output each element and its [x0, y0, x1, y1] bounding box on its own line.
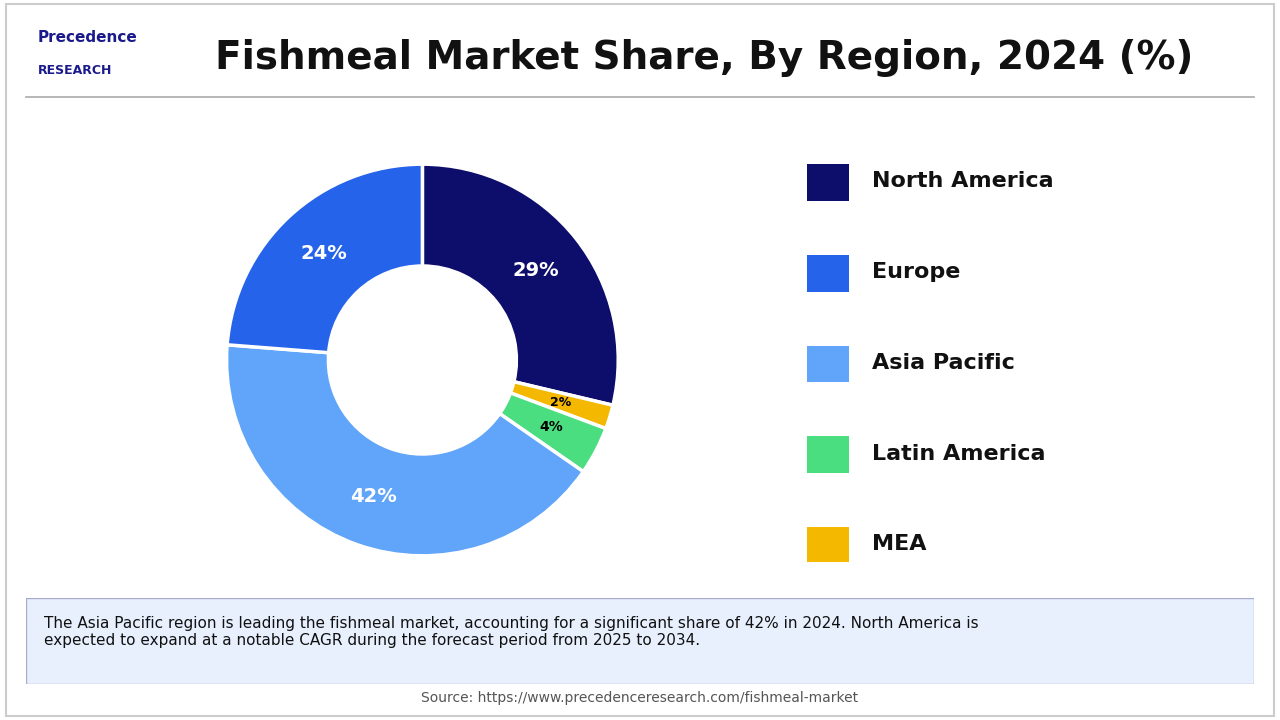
FancyBboxPatch shape [26, 598, 1254, 684]
Text: Source: https://www.precedenceresearch.com/fishmeal-market: Source: https://www.precedenceresearch.c… [421, 691, 859, 706]
FancyBboxPatch shape [808, 164, 849, 201]
Text: 2%: 2% [550, 396, 572, 409]
Wedge shape [422, 164, 618, 405]
FancyBboxPatch shape [808, 436, 849, 473]
Text: North America: North America [872, 171, 1053, 192]
Text: 29%: 29% [513, 261, 559, 279]
Text: 24%: 24% [301, 244, 347, 263]
Text: 42%: 42% [351, 487, 397, 506]
Text: Fishmeal Market Share, By Region, 2024 (%): Fishmeal Market Share, By Region, 2024 (… [215, 39, 1193, 76]
FancyBboxPatch shape [808, 346, 849, 382]
Text: 4%: 4% [539, 420, 563, 434]
Text: Asia Pacific: Asia Pacific [872, 353, 1015, 373]
Text: Europe: Europe [872, 262, 960, 282]
Text: MEA: MEA [872, 534, 927, 554]
Text: Precedence: Precedence [38, 30, 137, 45]
Wedge shape [511, 382, 613, 428]
Text: The Asia Pacific region is leading the fishmeal market, accounting for a signifi: The Asia Pacific region is leading the f… [44, 616, 979, 648]
Wedge shape [227, 345, 584, 556]
FancyBboxPatch shape [808, 255, 849, 292]
Text: RESEARCH: RESEARCH [38, 64, 113, 77]
Text: Latin America: Latin America [872, 444, 1046, 464]
FancyBboxPatch shape [808, 527, 849, 564]
Wedge shape [499, 393, 605, 472]
Wedge shape [227, 164, 422, 353]
